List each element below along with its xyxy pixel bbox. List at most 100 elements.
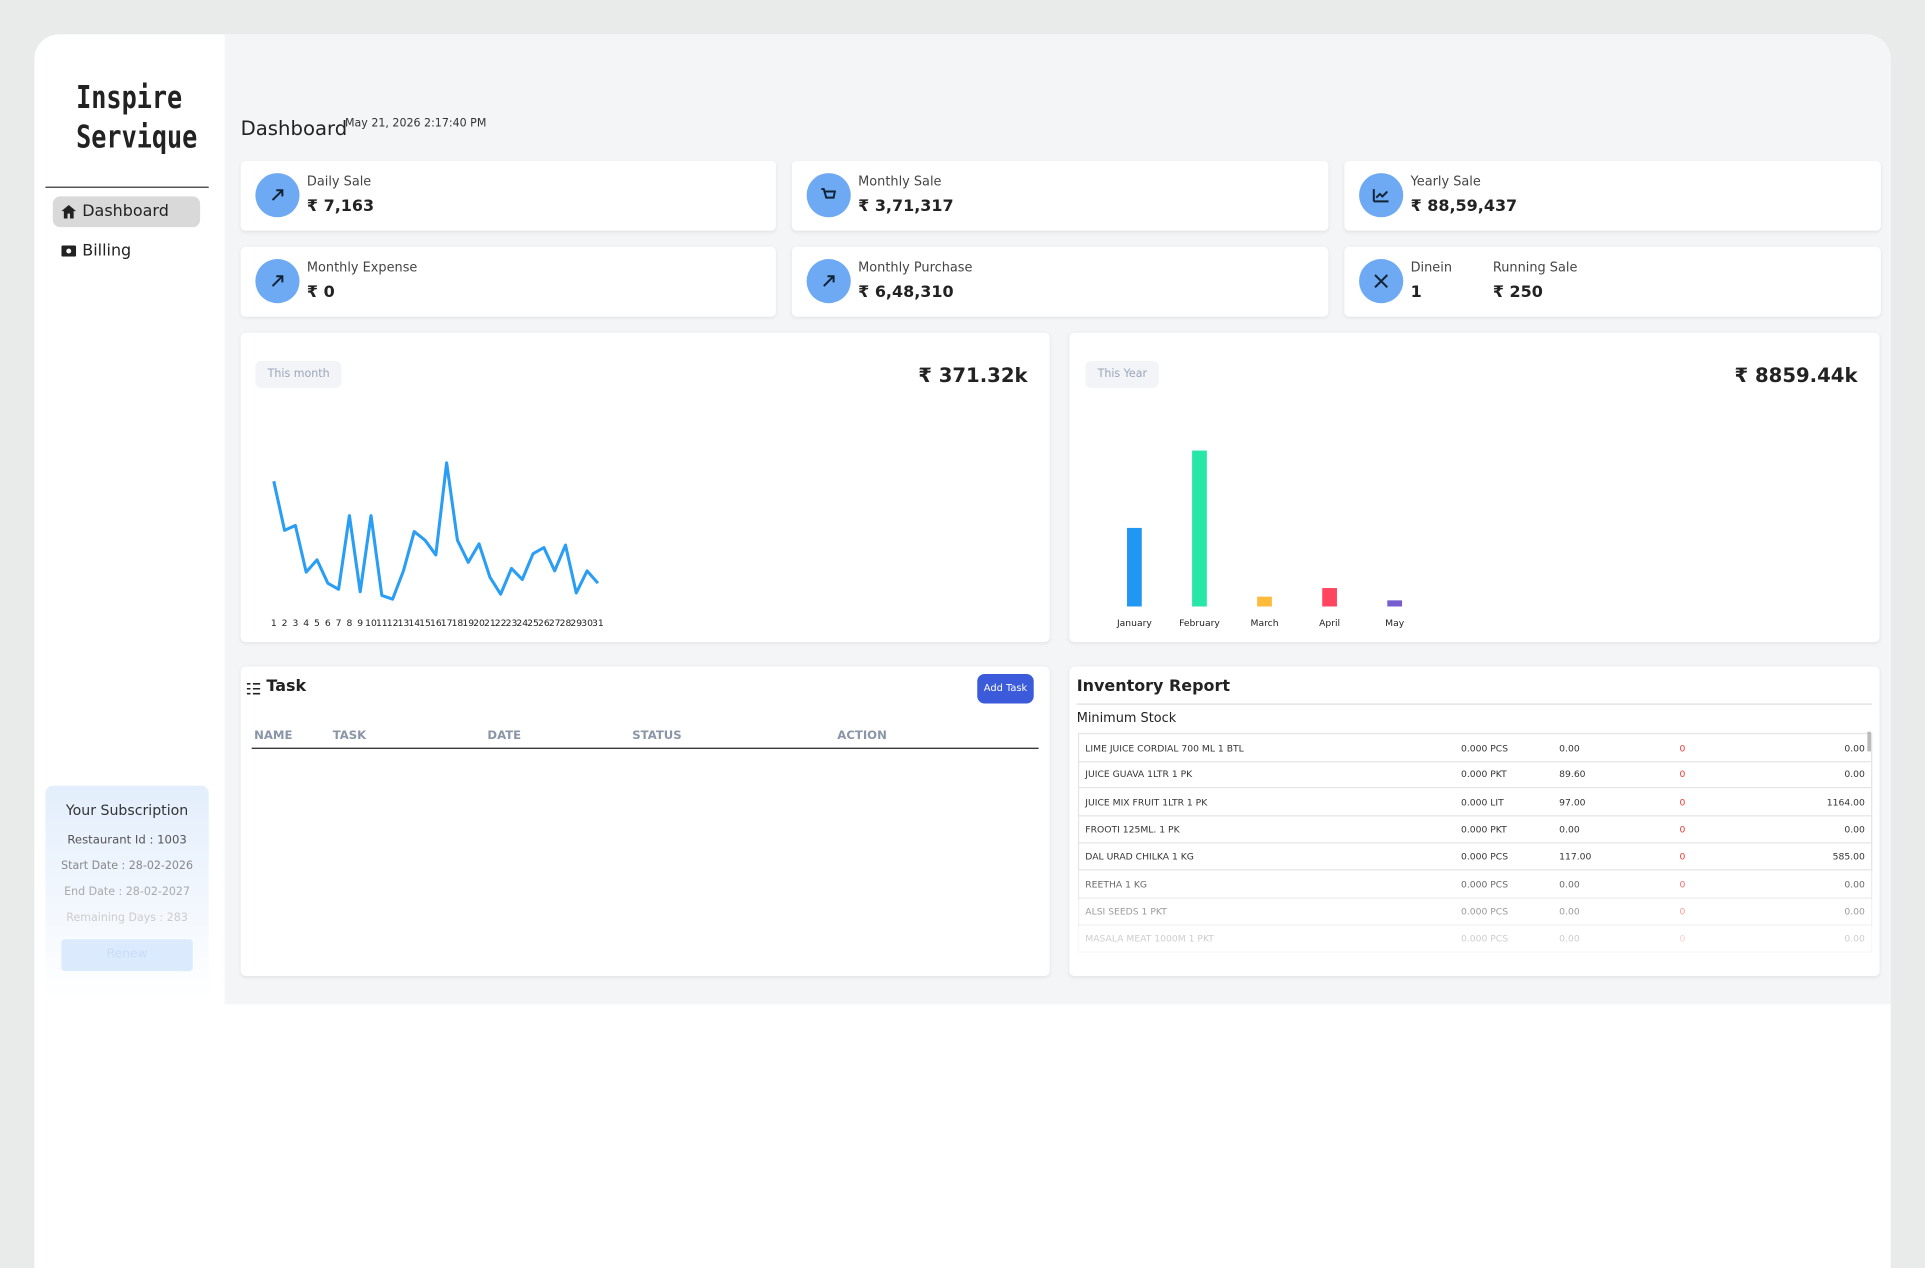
cell: 0.00 (1844, 878, 1865, 890)
icon (821, 188, 837, 199)
x-tick-label: 12 (387, 618, 399, 629)
table-row: LIME JUICE CORDIAL 700 ML 1 BTL 0.000 PCS… (1077, 732, 1873, 763)
table-row: JUICE MIX FRUIT 1LTR 1 PK 0.000 LIT 97.00 0… (1077, 787, 1873, 816)
chart: 1 2 3 4 5 6 7 8 9 10 11 12 13 14 15 16 17 18 19 20 21 22 23 24 2… (271, 461, 604, 629)
x-tick-label: 15 (419, 618, 431, 629)
menu-item[interactable]: Dashboard (82, 202, 169, 221)
cell: DAL URAD CHILKA 1 KG (1085, 851, 1194, 863)
stat-card (791, 246, 1329, 317)
menu-active[interactable] (52, 196, 201, 228)
x-tick-label: 2 (282, 618, 288, 629)
x-tick-label: 30 (581, 618, 593, 629)
table-row: DAL URAD CHILKA 1 KG 0.000 PCS 117.00 0 585.… (1077, 842, 1873, 871)
task-card: Task Add Task NAME TASK DATE STATUS ACTION (240, 666, 1050, 977)
cell: 0 (1679, 878, 1686, 890)
stat-value: 1 (1410, 283, 1422, 303)
table-row: ALSI SEEDS 1 PKT 0.000 PCS 0.00 0 0.00 (1077, 897, 1873, 926)
x-tick-label: 4 (303, 618, 309, 629)
cell: 0.000 PCS (1460, 878, 1509, 890)
cell: 0.00 (1844, 823, 1865, 835)
bar (1257, 596, 1272, 607)
cell: 0 (1679, 768, 1686, 780)
x-tick-label: 10 (365, 618, 377, 629)
divider (1076, 703, 1873, 705)
column-header: DATE (487, 729, 522, 743)
x-tick-label: 9 (357, 618, 363, 629)
filter[interactable]: This Year (1085, 360, 1160, 388)
cell: 0 (1679, 796, 1686, 808)
column-header: STATUS (632, 729, 682, 743)
bar (1127, 527, 1142, 607)
bar-card: This Year ₹ 8859.44k January February Marc… (1069, 332, 1880, 643)
icon (271, 275, 284, 287)
x-tick-label: 14 (408, 618, 420, 629)
cell: 0.000 PCS (1460, 742, 1509, 754)
stat-value: ₹ 0 (306, 283, 335, 303)
cell: 0.000 PCS (1460, 933, 1509, 945)
stat-label: Running Sale (1492, 260, 1578, 276)
stat-card (240, 160, 776, 231)
cell: 0.000 PCS (1460, 851, 1509, 863)
chart-total: ₹ 371.32k (918, 363, 1028, 387)
cell: 0.00 (1844, 933, 1865, 945)
cell: JUICE GUAVA 1LTR 1 PK (1085, 768, 1193, 780)
cell: JUICE MIX FRUIT 1LTR 1 PK (1085, 796, 1208, 808)
x-tick-label: 27 (549, 618, 561, 629)
billing-icon (61, 245, 77, 257)
x-tick-label: 13 (398, 618, 410, 629)
x-tick-label: 16 (430, 618, 442, 629)
icon (1374, 274, 1388, 288)
stat-icon (255, 173, 300, 218)
table-row: MASALA MEAT 1000M 1 PKT 0.000 PCS 0.00 0 0.0… (1077, 924, 1873, 953)
start-date: Start Date : 28-02-2026 (61, 860, 193, 873)
stat-value: ₹ 250 (1492, 283, 1543, 303)
restaurant-id: Restaurant Id : 1003 (67, 833, 187, 848)
filter[interactable]: This month (255, 360, 342, 388)
page-title: Dashboard (240, 116, 348, 140)
inventory-subtitle: Minimum Stock (1076, 710, 1177, 726)
cell: 117.00 (1559, 851, 1592, 863)
remaining-days: Remaining Days : 283 (66, 912, 188, 925)
header-rule (251, 747, 1039, 749)
cell: 0.00 (1559, 905, 1580, 917)
table-row: FROOTI 125ML. 1 PK 0.000 PKT 0.00 0 0.00 (1077, 815, 1873, 844)
x-tick-label: 17 (441, 618, 453, 629)
cell: 0.00 (1559, 933, 1580, 945)
cell: 97.00 (1559, 796, 1586, 808)
cell: 1164.00 (1826, 796, 1865, 808)
subscription-title: Your Subscription (65, 801, 189, 819)
renew-button[interactable]: Renew (61, 939, 193, 972)
x-tick-label: 29 (570, 618, 582, 629)
scrollbar[interactable] (1867, 731, 1872, 752)
menu-item[interactable]: Billing (82, 241, 132, 261)
stat-card (1344, 160, 1881, 231)
x-tick-label: 3 (292, 618, 298, 629)
stat-card (240, 246, 776, 317)
stat-label: Monthly Sale (858, 174, 942, 190)
x-tick-label: 26 (538, 618, 550, 629)
bar (1322, 588, 1337, 607)
bar (1387, 600, 1403, 607)
stat-label: Yearly Sale (1410, 174, 1481, 190)
home-icon (61, 205, 77, 219)
stat-label: Monthly Purchase (858, 260, 973, 276)
stat-label: Daily Sale (306, 174, 372, 190)
cell: 0.00 (1844, 768, 1865, 780)
x-tick-label: April (1319, 618, 1340, 629)
chart-total: ₹ 8859.44k (1734, 363, 1858, 387)
cell: REETHA 1 KG (1085, 878, 1148, 890)
x-tick-label: 18 (452, 618, 464, 629)
cell: 585.00 (1832, 851, 1865, 863)
x-tick-label: January (1116, 618, 1152, 629)
cell: 0.00 (1844, 742, 1865, 754)
chart: January February March April May (1116, 450, 1405, 629)
stat-card (791, 160, 1329, 231)
icon (823, 275, 835, 287)
x-tick-label: 22 (495, 618, 507, 629)
cell: 0.000 LIT (1460, 796, 1504, 808)
add-task-button[interactable]: Add Task (977, 674, 1034, 704)
logo: Inspire Servique (76, 79, 197, 158)
x-tick-label: March (1251, 618, 1279, 629)
x-tick-label: 7 (336, 618, 342, 629)
